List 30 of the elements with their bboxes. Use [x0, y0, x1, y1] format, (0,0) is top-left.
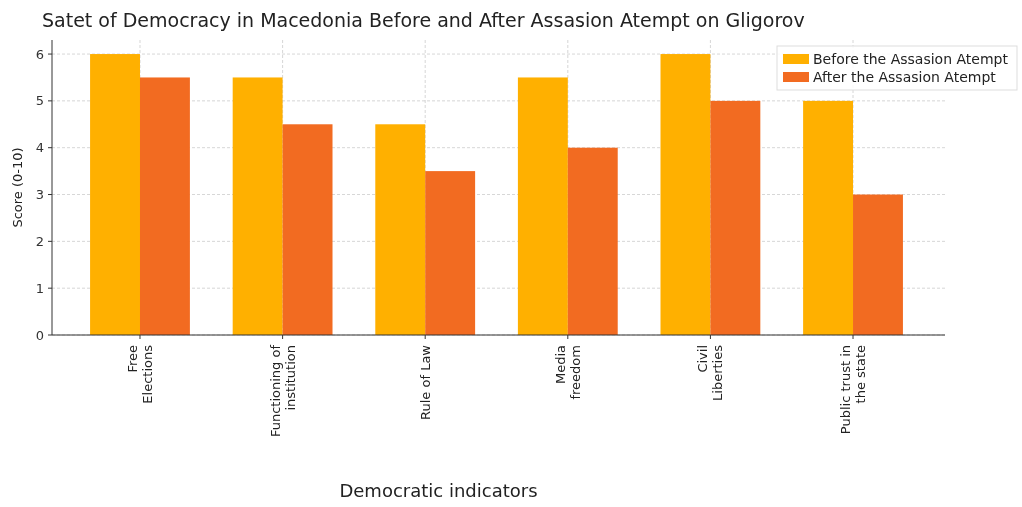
y-tick-label: 6: [35, 46, 44, 62]
y-axis-title: Score (0-10): [10, 147, 25, 228]
x-axis-title: Democratic indicators: [339, 480, 538, 501]
bar: [803, 100, 854, 335]
bar: [425, 171, 476, 335]
x-tick-label: Public trust in the state: [838, 345, 869, 435]
y-tick-label: 3: [35, 187, 44, 203]
bar: [375, 124, 426, 335]
y-tick-label: 5: [35, 93, 44, 109]
bar: [710, 100, 761, 335]
bar: [139, 77, 190, 335]
y-tick-label: 2: [35, 233, 44, 249]
y-tick-label: 1: [35, 280, 44, 296]
y-tick-label: 0: [35, 327, 44, 343]
bar: [660, 54, 711, 335]
chart-title: Satet of Democracy in Macedonia Before and After Assasion Atempt on Gligorov: [42, 9, 805, 31]
bar: [282, 124, 333, 335]
x-tick-label: Free Elections: [125, 344, 156, 404]
bar: [232, 77, 283, 335]
legend-label: Before the Assasion Atempt: [813, 50, 1009, 67]
bar: [853, 194, 903, 335]
x-tick-label: Functioning of institution: [267, 344, 298, 438]
bar: [517, 77, 568, 335]
x-tick-label: Media freedom: [552, 345, 583, 400]
x-tick-label: Rule of Law: [417, 344, 433, 420]
bar: [90, 54, 140, 335]
legend-label: After the Assasion Atempt: [813, 68, 997, 85]
x-tick-label: Civil Liberties: [695, 344, 726, 401]
bar: [567, 147, 618, 335]
y-tick-label: 4: [35, 140, 44, 156]
